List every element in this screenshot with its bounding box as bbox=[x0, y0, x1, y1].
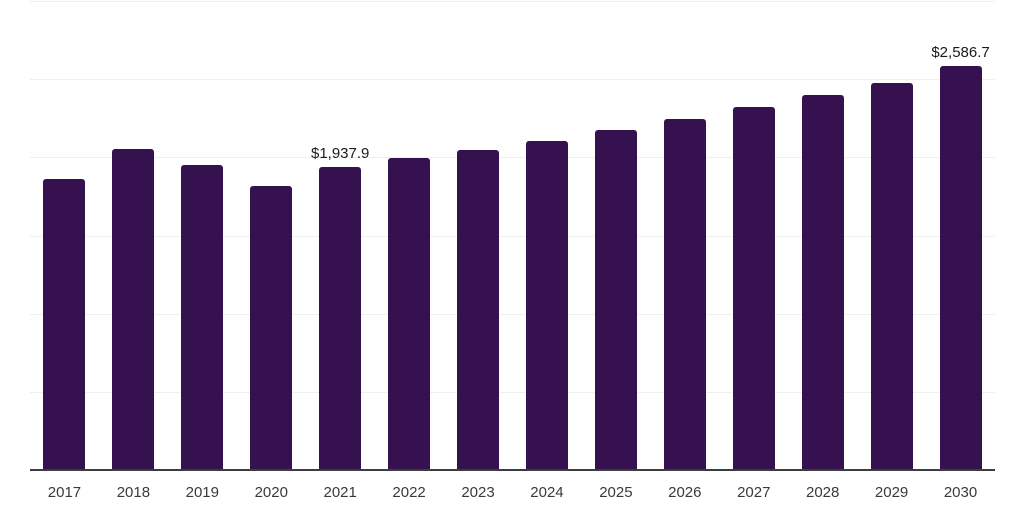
x-label-2018: 2018 bbox=[116, 484, 151, 501]
bar-2028[interactable] bbox=[801, 94, 844, 470]
gridline-2000 bbox=[30, 157, 995, 159]
x-label-2029: 2029 bbox=[874, 484, 909, 501]
bar-2018[interactable] bbox=[112, 149, 155, 470]
bar-2027[interactable] bbox=[732, 106, 775, 470]
gridline-500 bbox=[30, 391, 995, 393]
x-label-2019: 2019 bbox=[185, 484, 219, 501]
x-label-2027: 2027 bbox=[737, 484, 771, 501]
x-label-2030: 2030 bbox=[943, 484, 978, 501]
bar-2020[interactable] bbox=[250, 185, 293, 470]
bar-2017[interactable] bbox=[43, 179, 86, 470]
plot-area: $1,937.9 $2,586.7 bbox=[30, 1, 995, 471]
x-label-2017: 2017 bbox=[47, 484, 82, 501]
bar-2030[interactable] bbox=[939, 65, 982, 470]
x-label-2020: 2020 bbox=[254, 484, 288, 501]
bar-2029[interactable] bbox=[870, 83, 913, 470]
bar-2021[interactable] bbox=[319, 167, 362, 470]
x-label-2021: 2021 bbox=[323, 484, 357, 501]
x-label-2022: 2022 bbox=[392, 484, 426, 501]
x-label-2023: 2023 bbox=[461, 484, 495, 501]
bar-2024[interactable] bbox=[525, 140, 568, 470]
gridline-2500 bbox=[30, 79, 995, 81]
value-label-2021: $1,937.9 bbox=[310, 145, 370, 163]
x-label-2026: 2026 bbox=[668, 484, 702, 501]
bar-2025[interactable] bbox=[594, 129, 637, 470]
x-axis-labels: 2017 2018 2019 2020 2021 2022 2023 2024 2025 2026… bbox=[30, 484, 995, 502]
x-label-2025: 2025 bbox=[599, 484, 633, 501]
gridline-3000 bbox=[30, 1, 995, 2]
bar-2022[interactable] bbox=[388, 158, 431, 470]
value-label-2030: $2,586.7 bbox=[931, 43, 990, 61]
bar-2019[interactable] bbox=[181, 165, 224, 470]
bar-2026[interactable] bbox=[663, 119, 706, 470]
x-label-2028: 2028 bbox=[805, 484, 840, 501]
bar-2023[interactable] bbox=[457, 149, 500, 470]
gridline-1500 bbox=[30, 235, 995, 237]
x-label-2024: 2024 bbox=[530, 484, 564, 501]
x-axis-line bbox=[30, 469, 995, 471]
gridline-1000 bbox=[30, 313, 995, 315]
